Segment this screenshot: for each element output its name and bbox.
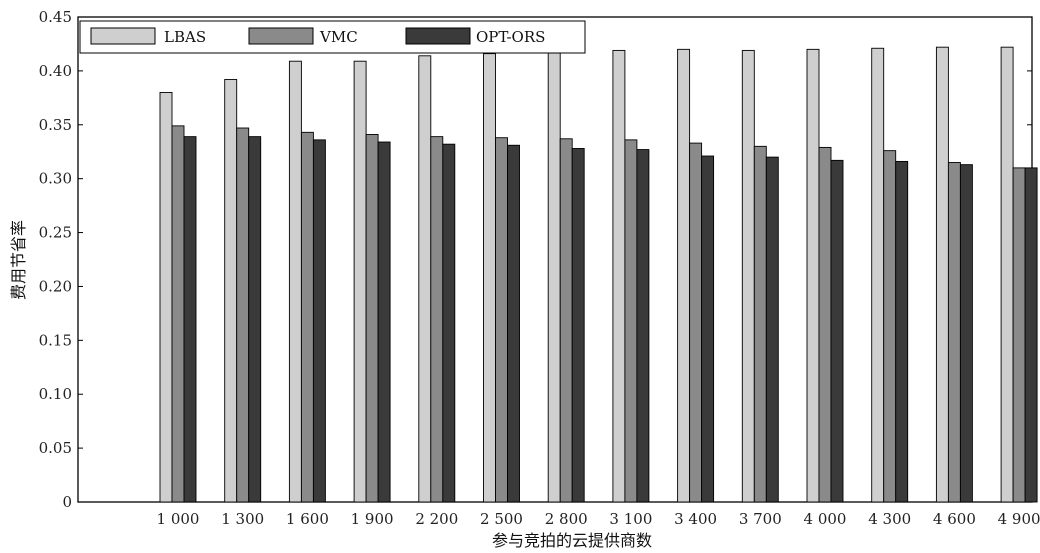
- bar-lbas: [612, 49, 626, 503]
- bar-vmc: [495, 137, 508, 503]
- x-axis-label: 参与竞拍的云提供商数: [492, 531, 652, 550]
- x-tick-label: 1 300: [221, 510, 264, 528]
- x-tick-label: 2 500: [480, 510, 523, 528]
- bar-opt-ors: [507, 144, 520, 503]
- bar-lbas: [288, 60, 302, 503]
- bar-lbas: [547, 49, 561, 503]
- bar-lbas: [159, 91, 173, 503]
- bar-opt-ors: [1024, 167, 1038, 503]
- y-tick-label: 0.15: [39, 331, 72, 349]
- bar-vmc: [236, 127, 250, 503]
- legend-label-vmc: VMC: [319, 28, 358, 46]
- x-tick-label: 1 000: [157, 510, 200, 528]
- x-tick-label: 3 700: [739, 510, 782, 528]
- bar-vmc: [624, 139, 638, 503]
- bar-lbas: [677, 48, 691, 503]
- x-axis-ticks: 1 000 1 300 1 600 1 900 2 200 2 500 2 800 3 100…: [157, 510, 1040, 528]
- y-tick-label: 0.40: [39, 62, 72, 80]
- bar-lbas: [353, 60, 367, 503]
- bar-opt-ors: [183, 136, 197, 503]
- bar-vmc: [947, 162, 961, 503]
- x-tick-label: 2 200: [415, 510, 458, 528]
- legend-swatch-opt-ors: [405, 27, 471, 45]
- x-tick-label: 3 400: [674, 510, 717, 528]
- bar-vmc: [430, 136, 444, 503]
- bar-vmc: [559, 138, 573, 503]
- x-tick-label: 2 800: [545, 510, 588, 528]
- legend-label-opt-ors: OPT-ORS: [476, 28, 545, 46]
- bars-group: [159, 46, 1038, 503]
- bar-opt-ors: [895, 160, 909, 503]
- bar-lbas: [1000, 46, 1014, 503]
- bar-opt-ors: [442, 143, 456, 503]
- y-tick-label: 0.25: [39, 224, 72, 242]
- legend-swatch-lbas: [90, 27, 156, 45]
- bar-vmc: [171, 125, 185, 503]
- bar-lbas: [871, 47, 885, 503]
- bar-vmc: [818, 146, 832, 503]
- bar-lbas: [224, 79, 238, 503]
- bar-opt-ors: [830, 159, 844, 503]
- bar-lbas: [935, 46, 949, 503]
- bar-vmc: [753, 145, 767, 503]
- y-tick-label: 0.30: [39, 170, 72, 188]
- bar-opt-ors: [636, 149, 650, 503]
- bar-vmc: [300, 131, 314, 503]
- legend-swatch-vmc: [248, 27, 314, 45]
- y-tick-label: 0.35: [39, 116, 72, 134]
- y-tick-label: 0: [62, 493, 72, 511]
- legend-box: [79, 20, 586, 54]
- x-tick-label: 1 600: [286, 510, 329, 528]
- bar-opt-ors: [701, 155, 715, 503]
- bar-opt-ors: [571, 148, 585, 503]
- bar-lbas: [806, 48, 820, 503]
- bar-vmc: [689, 142, 703, 503]
- bar-opt-ors: [959, 164, 973, 503]
- bar-vmc: [883, 150, 897, 503]
- y-axis-ticks: 0 0.05 0.10 0.15 0.20 0.25 0.30 0.35 0.40 0.45: [39, 8, 1032, 511]
- bar-lbas: [741, 49, 755, 503]
- bar-opt-ors: [377, 141, 391, 503]
- bar-vmc: [1012, 167, 1026, 503]
- x-tick-label: 1 900: [351, 510, 394, 528]
- legend: LBAS VMC OPT-ORS: [79, 20, 586, 54]
- bar-opt-ors: [765, 156, 779, 503]
- bar-lbas: [418, 55, 432, 503]
- x-tick-label: 4 600: [933, 510, 976, 528]
- x-tick-label: 4 300: [868, 510, 911, 528]
- bar-vmc: [365, 134, 379, 503]
- bar-opt-ors: [312, 139, 326, 503]
- y-tick-label: 0.05: [39, 439, 72, 457]
- x-tick-label: 3 100: [609, 510, 652, 528]
- y-tick-label: 0.20: [39, 277, 72, 295]
- x-tick-label: 4 000: [804, 510, 847, 528]
- y-tick-label: 0.45: [39, 8, 72, 26]
- y-tick-label: 0.10: [39, 385, 72, 403]
- y-axis-label: 费用节省率: [9, 220, 28, 300]
- x-tick-label: 4 900: [998, 510, 1040, 528]
- bar-opt-ors: [248, 136, 262, 503]
- bar-lbas: [483, 53, 496, 503]
- legend-label-lbas: LBAS: [164, 28, 206, 46]
